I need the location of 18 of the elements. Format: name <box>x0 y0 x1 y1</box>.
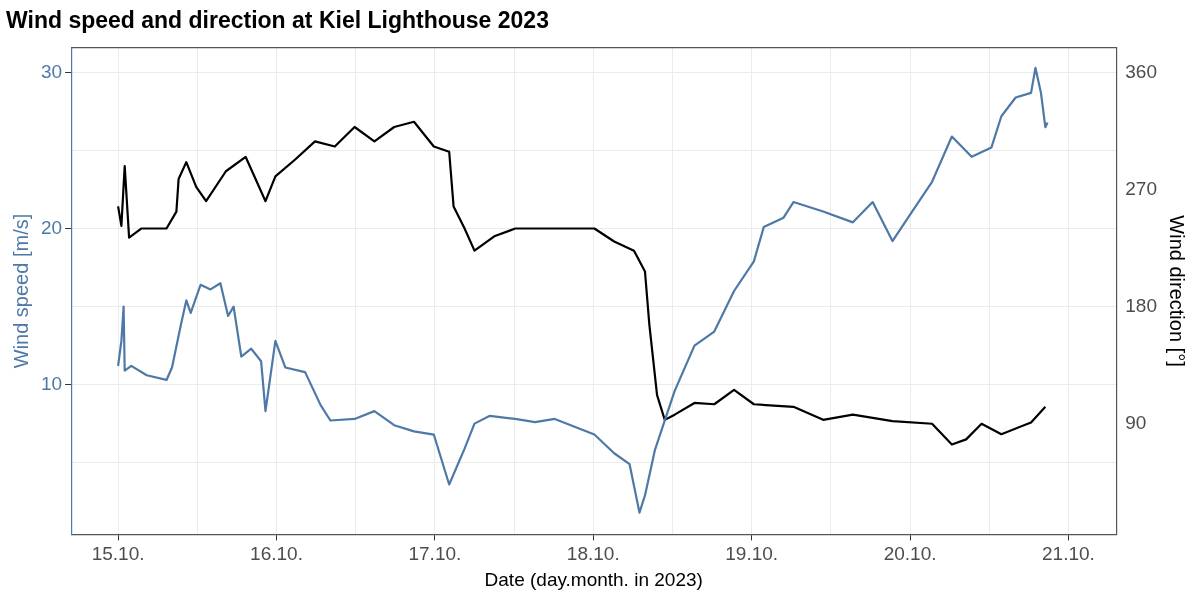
y2-axis-title: Wind direction [°] <box>1166 215 1189 367</box>
y-tick-label: 10 <box>40 372 63 394</box>
y2-tick-label: 270 <box>1125 177 1157 199</box>
y2-tick-label: 90 <box>1125 412 1147 433</box>
x-tick-label: 19.10. <box>725 543 779 565</box>
x-tick-label: 16.10. <box>250 543 303 565</box>
x-tick-label: 17.10. <box>408 543 462 565</box>
y-tick-label: 20 <box>40 216 63 238</box>
x-tick-label: 15.10. <box>91 543 145 565</box>
chart-title: Wind speed and direction at Kiel Lighthouse 2023 <box>6 7 549 34</box>
x-tick-label: 18.10. <box>566 543 620 565</box>
x-axis-title: Date (day.month. in 2023) <box>484 568 703 590</box>
x-tick-label: 21.10. <box>1042 543 1095 565</box>
y-tick-label: 30 <box>40 60 63 82</box>
y2-tick-label: 180 <box>1125 294 1157 316</box>
x-tick-label: 20.10. <box>883 543 937 565</box>
y-axis-title: Wind speed [m/s] <box>9 213 32 369</box>
y2-tick-label: 360 <box>1125 60 1157 82</box>
